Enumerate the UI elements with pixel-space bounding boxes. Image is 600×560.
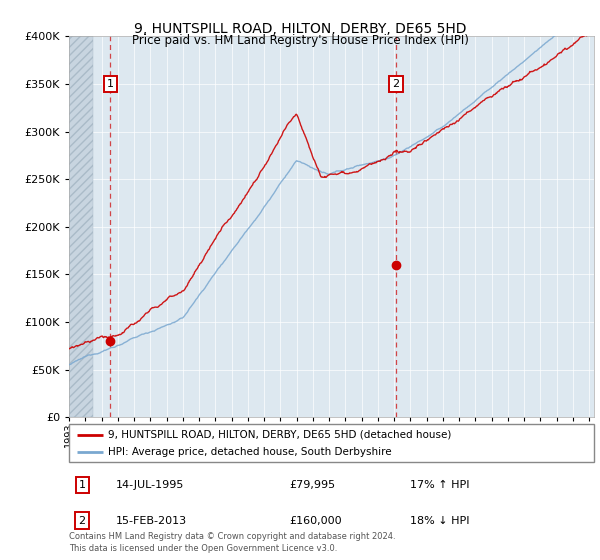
Text: 1: 1: [79, 480, 86, 490]
Text: 2: 2: [392, 79, 400, 89]
Text: 15-FEB-2013: 15-FEB-2013: [116, 516, 187, 525]
Text: 17% ↑ HPI: 17% ↑ HPI: [410, 480, 470, 490]
Text: 18% ↓ HPI: 18% ↓ HPI: [410, 516, 470, 525]
Text: 9, HUNTSPILL ROAD, HILTON, DERBY, DE65 5HD (detached house): 9, HUNTSPILL ROAD, HILTON, DERBY, DE65 5…: [109, 430, 452, 440]
Text: 1: 1: [107, 79, 114, 89]
Text: £79,995: £79,995: [290, 480, 335, 490]
Text: 2: 2: [79, 516, 86, 525]
Text: HPI: Average price, detached house, South Derbyshire: HPI: Average price, detached house, Sout…: [109, 447, 392, 458]
Text: £160,000: £160,000: [290, 516, 342, 525]
FancyBboxPatch shape: [69, 424, 594, 462]
Text: Price paid vs. HM Land Registry's House Price Index (HPI): Price paid vs. HM Land Registry's House …: [131, 34, 469, 46]
Text: Contains HM Land Registry data © Crown copyright and database right 2024.
This d: Contains HM Land Registry data © Crown c…: [69, 533, 395, 553]
Text: 14-JUL-1995: 14-JUL-1995: [116, 480, 185, 490]
Text: 9, HUNTSPILL ROAD, HILTON, DERBY, DE65 5HD: 9, HUNTSPILL ROAD, HILTON, DERBY, DE65 5…: [134, 22, 466, 36]
